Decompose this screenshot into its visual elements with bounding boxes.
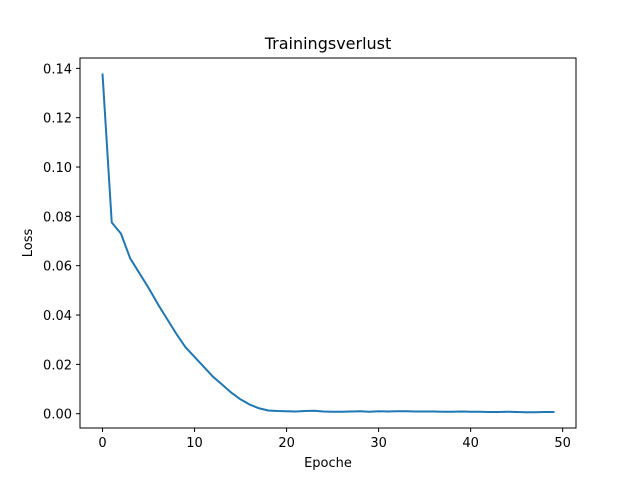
x-tick-label: 50	[554, 436, 571, 451]
y-tick-label: 0.06	[43, 260, 72, 275]
series-line	[101, 73, 555, 414]
x-tick-label: 20	[278, 436, 295, 451]
x-tick-label: 30	[370, 436, 387, 451]
y-axis-title: Loss	[21, 229, 36, 258]
x-axis: 0 10 20 30 40 50	[98, 428, 571, 451]
y-tick-label: 0.02	[43, 358, 72, 373]
y-axis: 0.00 0.02 0.04 0.06 0.08 0.10 0.12 0.14	[43, 62, 80, 423]
y-tick-label: 0.04	[43, 309, 72, 324]
y-tick-label: 0.10	[43, 161, 72, 176]
x-tick-label: 0	[98, 436, 106, 451]
plot-frame	[79, 57, 577, 429]
y-tick-label: 0.08	[43, 210, 72, 225]
x-tick-label: 40	[462, 436, 479, 451]
y-tick-label: 0.12	[43, 112, 72, 127]
chart-title: Trainingsverlust	[264, 34, 392, 53]
x-tick-label: 10	[186, 436, 203, 451]
y-tick-label: 0.00	[43, 408, 72, 423]
y-tick-label: 0.14	[43, 62, 72, 77]
x-axis-title: Epoche	[304, 456, 352, 471]
